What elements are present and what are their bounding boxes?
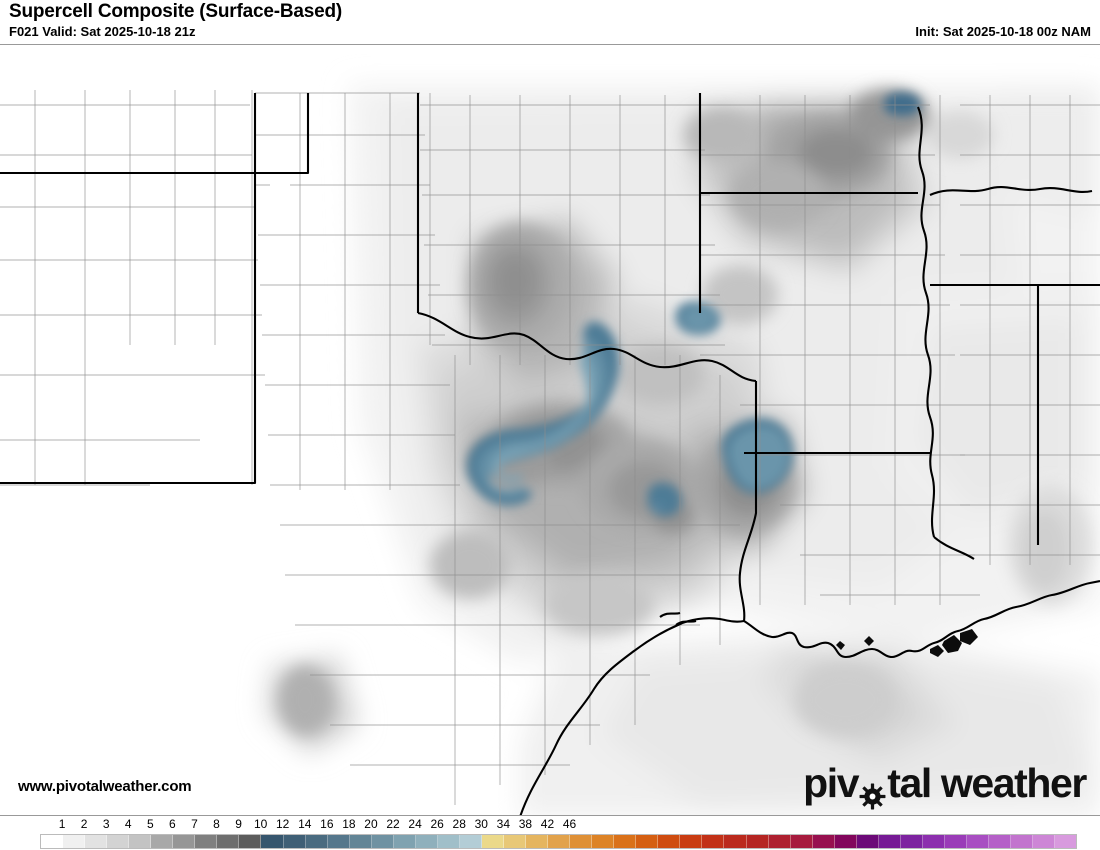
colorbar-swatch [724,835,747,848]
colorbar-tick: 16 [320,817,334,831]
colorbar-swatch [768,835,791,848]
gear-icon [859,773,886,810]
delta-landmarks [836,629,978,657]
site-url-label: www.pivotalweather.com [18,778,192,795]
colorbar-swatch [195,835,218,848]
colorbar-swatch [217,835,240,848]
init-time-label: Init: Sat 2025-10-18 00z NAM [915,24,1091,39]
colorbar-tick-labels: 1 2 3 4 5 6 7 8 9 10 12 14 16 18 20 22 24 26 28 30 34 38 42 46 [0,816,1100,833]
pivotal-weather-logo: piv [803,760,1087,810]
colorbar-swatch [85,835,108,848]
colorbar-tick: 42 [540,817,555,831]
colorbar-tick: 28 [452,817,466,831]
colorbar-tick: 3 [102,817,110,831]
colorbar-tick: 14 [298,817,312,831]
colorbar-swatch [327,835,350,848]
colorbar-swatch [856,835,879,848]
colorbar-swatch [305,835,328,848]
colorbar-tick: 7 [191,817,198,831]
colorbar-swatch [261,835,284,848]
colorbar-swatch [437,835,460,848]
logo-text-part1: piv [803,760,859,806]
colorbar-swatch [636,835,659,848]
colorbar-swatch [989,835,1012,848]
colorbar-tick: 38 [518,817,533,831]
map-header: Supercell Composite (Surface-Based) F021… [0,0,1100,44]
colorbar-tick: 10 [253,817,268,831]
colorbar-swatch [459,835,482,848]
colorbar-swatch [944,835,967,848]
colorbar-swatch [349,835,372,848]
colorbar-swatch [393,835,416,848]
colorbar-swatch [41,835,64,848]
colorbar-tick: 18 [342,817,356,831]
colorbar-swatch [481,835,504,848]
colorbar-swatch [371,835,394,848]
colorbar-swatch [1011,835,1034,848]
colorbar-tick: 9 [235,817,242,831]
map-canvas[interactable]: www.pivotalweather.com piv [0,44,1100,816]
colorbar-tick: 22 [386,817,400,831]
colorbar-swatch [812,835,835,848]
field-shading-maxima [467,92,921,517]
colorbar-tick: 30 [474,817,488,831]
colorbar-swatch [173,835,196,848]
colorbar-swatch [680,835,703,848]
logo-text-part2: tal weather [887,760,1087,806]
colorbar-tick: 24 [408,817,422,831]
colorbar-tick: 26 [430,817,444,831]
colorbar-swatch [658,835,681,848]
colorbar-swatch [1055,835,1077,848]
colorbar-swatch [878,835,901,848]
colorbar-tick: 5 [146,817,154,831]
colorbar-swatch [966,835,990,848]
valid-time-label: F021 Valid: Sat 2025-10-18 21z [9,24,196,39]
colorbar[interactable]: 1 2 3 4 5 6 7 8 9 10 12 14 16 18 20 22 24 26 28 30 34 38 42 46 [0,816,1100,850]
colorbar-swatch [415,835,438,848]
colorbar-tick: 4 [124,817,132,831]
map-graphic [0,45,1100,815]
colorbar-swatch [107,835,130,848]
colorbar-swatch [526,835,549,848]
colorbar-tick: 1 [58,817,66,831]
colorbar-tick: 46 [562,817,577,831]
county-borders [0,90,1100,805]
colorbar-swatch [900,835,923,848]
colorbar-tick: 34 [496,817,511,831]
colorbar-tick: 6 [169,817,176,831]
state-borders [0,93,1100,815]
colorbar-swatch [922,835,945,848]
page-title: Supercell Composite (Surface-Based) [9,1,342,22]
colorbar-swatch [503,835,527,848]
colorbar-swatches[interactable] [40,834,1077,849]
colorbar-swatch [151,835,174,848]
colorbar-swatch [1033,835,1056,848]
colorbar-swatch [746,835,769,848]
colorbar-swatch [129,835,152,848]
colorbar-swatch [834,835,857,848]
colorbar-swatch [570,835,593,848]
colorbar-swatch [790,835,813,848]
colorbar-tick: 8 [213,817,220,831]
colorbar-swatch [592,835,615,848]
colorbar-swatch [239,835,262,848]
colorbar-swatch [702,835,725,848]
colorbar-tick: 12 [276,817,290,831]
colorbar-swatch [283,835,306,848]
colorbar-swatch [614,835,637,848]
colorbar-swatch [63,835,86,848]
colorbar-tick: 20 [364,817,378,831]
colorbar-swatch [548,835,571,848]
colorbar-tick: 2 [80,817,88,831]
